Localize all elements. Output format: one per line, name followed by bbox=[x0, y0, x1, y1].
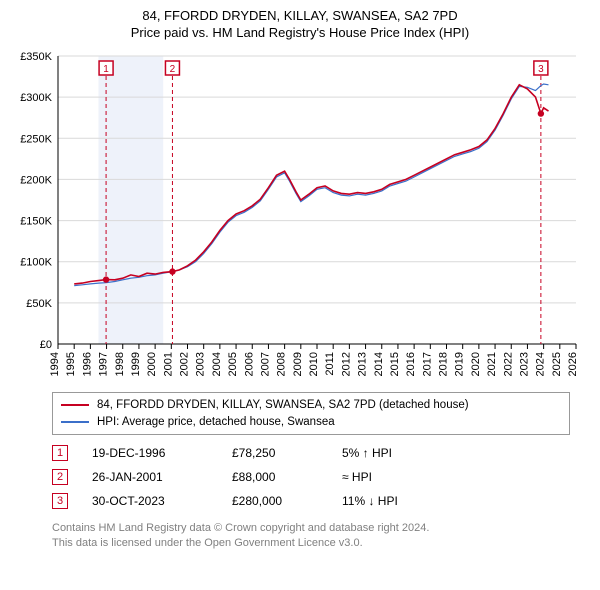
y-tick-label: £100K bbox=[20, 257, 52, 269]
legend-label: HPI: Average price, detached house, Swan… bbox=[97, 414, 335, 431]
transaction-marker: 1 bbox=[52, 445, 68, 461]
page: 84, FFORDD DRYDEN, KILLAY, SWANSEA, SA2 … bbox=[0, 0, 600, 590]
chart: £0 £50K £100K £150K £200K £250K £300K £350K 1994… bbox=[10, 46, 590, 386]
transaction-row: 3 30-OCT-2023£280,00011% ↓ HPI bbox=[52, 489, 570, 513]
transaction-date: 19-DEC-1996 bbox=[92, 446, 232, 460]
legend-swatch bbox=[61, 404, 89, 406]
x-tick-label: 2020 bbox=[470, 352, 482, 376]
x-tick-label: 2024 bbox=[535, 352, 547, 376]
x-tick-label: 2018 bbox=[438, 352, 450, 376]
transaction-price: £88,000 bbox=[232, 470, 342, 484]
x-tick-label: 2011 bbox=[324, 352, 336, 376]
transaction-diff: 11% ↓ HPI bbox=[342, 494, 398, 508]
legend-swatch bbox=[61, 421, 89, 423]
transaction-price: £78,250 bbox=[232, 446, 342, 460]
x-tick-label: 1999 bbox=[130, 352, 142, 376]
x-tick-label: 2022 bbox=[502, 352, 514, 376]
x-tick-label: 2008 bbox=[276, 352, 288, 376]
footer: Contains HM Land Registry data © Crown c… bbox=[52, 521, 570, 551]
y-tick-label: £200K bbox=[20, 174, 52, 186]
x-tick-label: 2006 bbox=[243, 352, 255, 376]
x-tick-label: 2005 bbox=[227, 352, 239, 376]
x-tick-label: 2013 bbox=[357, 352, 369, 376]
x-tick-label: 2016 bbox=[405, 352, 417, 376]
transaction-row: 1 19-DEC-1996£78,2505% ↑ HPI bbox=[52, 441, 570, 465]
marker-number: 1 bbox=[103, 64, 109, 75]
y-tick-label: £150K bbox=[20, 216, 52, 228]
transaction-date: 30-OCT-2023 bbox=[92, 494, 232, 508]
x-tick-label: 2004 bbox=[211, 352, 223, 376]
x-tick-label: 2007 bbox=[259, 352, 271, 376]
y-tick-label: £300K bbox=[20, 92, 52, 104]
transaction-marker: 3 bbox=[52, 493, 68, 509]
chart-svg: £0 £50K £100K £150K £200K £250K £300K £350K 1994… bbox=[10, 46, 590, 386]
shaded-band bbox=[98, 56, 163, 344]
x-tick-label: 2003 bbox=[195, 352, 207, 376]
y-tick-label: £250K bbox=[20, 133, 52, 145]
title-block: 84, FFORDD DRYDEN, KILLAY, SWANSEA, SA2 … bbox=[0, 0, 600, 40]
transaction-diff: ≈ HPI bbox=[342, 470, 372, 484]
transaction-marker: 2 bbox=[52, 469, 68, 485]
x-tick-label: 1998 bbox=[114, 352, 126, 376]
x-tick-label: 2009 bbox=[292, 352, 304, 376]
x-tick-label: 2026 bbox=[567, 352, 579, 376]
transaction-price: £280,000 bbox=[232, 494, 342, 508]
legend-row: 84, FFORDD DRYDEN, KILLAY, SWANSEA, SA2 … bbox=[61, 397, 561, 414]
x-tick-label: 2000 bbox=[146, 352, 158, 376]
marker-dot bbox=[538, 110, 544, 116]
x-tick-label: 2025 bbox=[551, 352, 563, 376]
title-address: 84, FFORDD DRYDEN, KILLAY, SWANSEA, SA2 … bbox=[0, 8, 600, 23]
x-tick-label: 2023 bbox=[518, 352, 530, 376]
x-tick-label: 1994 bbox=[49, 352, 61, 376]
x-tick-label: 2017 bbox=[421, 352, 433, 376]
y-tick-label: £50K bbox=[26, 298, 52, 310]
legend: 84, FFORDD DRYDEN, KILLAY, SWANSEA, SA2 … bbox=[52, 392, 570, 435]
x-tick-label: 1996 bbox=[81, 352, 93, 376]
x-tick-label: 1997 bbox=[98, 352, 110, 376]
marker-dot bbox=[103, 276, 109, 282]
x-tick-label: 2001 bbox=[162, 352, 174, 376]
footer-line2: This data is licensed under the Open Gov… bbox=[52, 536, 570, 551]
marker-number: 3 bbox=[538, 64, 544, 75]
transaction-row: 2 26-JAN-2001£88,000≈ HPI bbox=[52, 465, 570, 489]
x-tick-label: 1995 bbox=[65, 352, 77, 376]
x-tick-label: 2010 bbox=[308, 352, 320, 376]
transaction-table: 1 19-DEC-1996£78,2505% ↑ HPI 2 26-JAN-2001£… bbox=[52, 441, 570, 513]
y-tick-label: £0 bbox=[40, 339, 52, 351]
y-tick-label: £350K bbox=[20, 51, 52, 63]
footer-line1: Contains HM Land Registry data © Crown c… bbox=[52, 521, 570, 536]
x-tick-label: 2002 bbox=[179, 352, 191, 376]
x-tick-label: 2021 bbox=[486, 352, 498, 376]
legend-label: 84, FFORDD DRYDEN, KILLAY, SWANSEA, SA2 … bbox=[97, 397, 469, 414]
x-tick-label: 2019 bbox=[454, 352, 466, 376]
transaction-diff: 5% ↑ HPI bbox=[342, 446, 392, 460]
marker-number: 2 bbox=[170, 64, 176, 75]
x-tick-label: 2015 bbox=[389, 352, 401, 376]
title-subtitle: Price paid vs. HM Land Registry's House … bbox=[0, 25, 600, 40]
transaction-date: 26-JAN-2001 bbox=[92, 470, 232, 484]
x-tick-label: 2012 bbox=[340, 352, 352, 376]
legend-row: HPI: Average price, detached house, Swan… bbox=[61, 414, 561, 431]
marker-dot bbox=[169, 268, 175, 274]
x-tick-label: 2014 bbox=[373, 352, 385, 376]
